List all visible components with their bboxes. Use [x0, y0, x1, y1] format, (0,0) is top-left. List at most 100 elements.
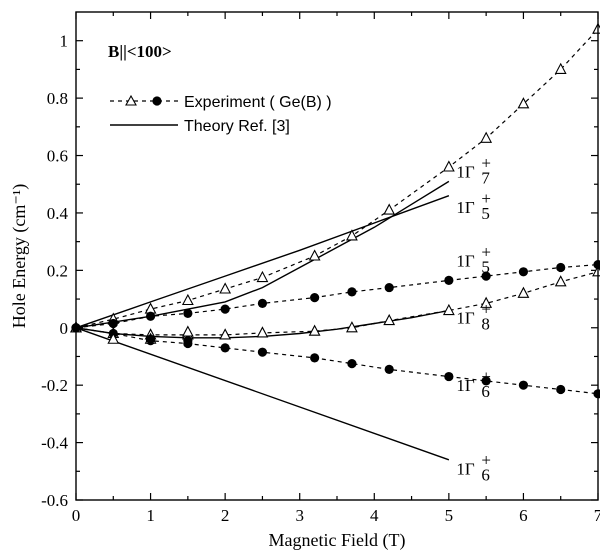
circle-point: [518, 267, 529, 277]
x-tick-label: 7: [594, 506, 600, 525]
y-tick-label: 0.4: [47, 204, 69, 223]
circle-point: [384, 282, 394, 293]
x-tick-label: 0: [72, 506, 81, 525]
plot-frame: [75, 11, 599, 501]
triangle-point: [181, 293, 194, 306]
theory-curve-1: [75, 195, 450, 329]
curve-label-6: 1Γ +6: [456, 450, 491, 484]
curve-label-text: 1Γ: [456, 309, 475, 328]
theory-curve-4: [75, 327, 450, 461]
triangle-point: [517, 286, 530, 298]
circle-point: [183, 336, 193, 346]
triangle-point: [480, 131, 493, 143]
curve-label-2: 1Γ +5: [456, 189, 491, 223]
triangle-point: [219, 328, 232, 340]
x-tick-label: 5: [445, 506, 454, 525]
curve-label-3: 1Γ +5: [456, 242, 491, 276]
circle-point: [444, 371, 454, 382]
field-direction-annotation: B||<100>: [108, 42, 172, 61]
circle-point: [145, 311, 156, 321]
triangle-point: [480, 296, 493, 308]
tick-marks: [75, 12, 599, 501]
triangle-point: [308, 249, 321, 261]
theory-curve-2: [75, 180, 450, 329]
x-tick-label: 1: [146, 506, 155, 525]
triangle-point: [181, 325, 194, 337]
curve-label-text: 1Γ: [456, 459, 475, 478]
triangle-point: [554, 275, 567, 287]
legend: Experiment ( Ge(B) ) Theory Ref. [3]: [110, 94, 332, 135]
curve-label-4: 1Γ +8: [456, 300, 491, 334]
experiment-curve-circles-upper: [75, 264, 599, 329]
y-tick-label: -0.2: [41, 376, 68, 395]
legend-triangle-marker: [125, 94, 137, 106]
y-tick-label: 0: [60, 319, 69, 338]
curve-labels: 1Γ +7 1Γ +5 1Γ +5 1Γ +8 1Γ +6 1Γ +6: [456, 153, 491, 484]
curve-label-sub: 6: [481, 382, 490, 401]
x-tick-label: 2: [221, 506, 230, 525]
curve-label-text: 1Γ: [456, 162, 475, 181]
circle-point: [347, 287, 357, 297]
experiment-curve-circles-lower: [75, 327, 599, 395]
curve-label-sup: +: [481, 300, 491, 319]
circle-point: [518, 380, 529, 390]
circle-point: [257, 298, 268, 308]
circle-point: [593, 389, 600, 399]
x-tick-label: 3: [295, 506, 304, 525]
y-tick-label: 1: [60, 32, 69, 51]
circle-point: [556, 384, 566, 395]
tick-labels: 0 1 2 3 4 5 6 7 -0.6 -0.4 -0.2 0 0.2 0.4 0.6 0.8 1: [41, 32, 600, 525]
triangle-point: [219, 282, 232, 294]
curve-label-text: 1Γ: [456, 198, 475, 217]
curve-label-sub: 6: [481, 465, 490, 484]
y-tick-label: -0.6: [41, 491, 68, 510]
circle-point: [347, 359, 357, 369]
circle-point: [220, 304, 230, 314]
y-tick-label: -0.4: [41, 434, 68, 453]
triangle-point: [346, 321, 358, 333]
curve-label-sup: +: [481, 153, 491, 172]
circle-point: [384, 364, 394, 374]
curve-label-sub: 7: [481, 168, 490, 187]
triangle-point: [383, 203, 396, 215]
triangle-point: [308, 324, 321, 336]
circle-point: [310, 293, 320, 303]
circle-point: [108, 318, 118, 329]
triangle-point: [442, 160, 455, 172]
legend-circle-marker: [152, 96, 162, 106]
y-tick-label: 0.2: [47, 261, 68, 280]
triangle-point: [442, 303, 455, 316]
triangle-point: [256, 270, 269, 283]
curve-label-sup: +: [481, 450, 491, 469]
curve-label-5: 1Γ +6: [456, 367, 491, 401]
triangle-point: [107, 332, 120, 344]
circle-point: [593, 260, 600, 270]
triangle-point: [346, 229, 358, 241]
curve-label-sup: +: [481, 189, 491, 208]
triangle-point: [256, 326, 269, 338]
triangle-point: [383, 313, 396, 326]
triangle-point: [517, 97, 530, 109]
experiment-markers: [70, 22, 600, 399]
experiment-curve-triangles-lower: [75, 271, 599, 336]
legend-experiment-label: Experiment ( Ge(B) ): [184, 94, 332, 111]
circle-point: [257, 347, 268, 357]
y-axis-title: Hole Energy (cm⁻¹): [9, 184, 30, 329]
triangle-point: [554, 62, 567, 74]
circle-point: [220, 343, 230, 353]
circle-point: [444, 275, 454, 285]
circle-point: [310, 353, 320, 363]
y-tick-label: 0.8: [47, 89, 68, 108]
circle-point: [481, 271, 491, 281]
curve-label-text: 1Γ: [456, 251, 475, 270]
curve-label-1: 1Γ +7: [456, 153, 491, 187]
curve-label-sup: +: [481, 242, 491, 261]
curve-label-sup: +: [481, 367, 491, 386]
curve-label-sub: 8: [481, 315, 490, 334]
circle-point: [556, 262, 566, 273]
triangle-point: [592, 22, 600, 34]
circle-point: [481, 376, 491, 386]
curve-label-text: 1Γ: [456, 376, 475, 395]
legend-theory-label: Theory Ref. [3]: [184, 118, 290, 135]
